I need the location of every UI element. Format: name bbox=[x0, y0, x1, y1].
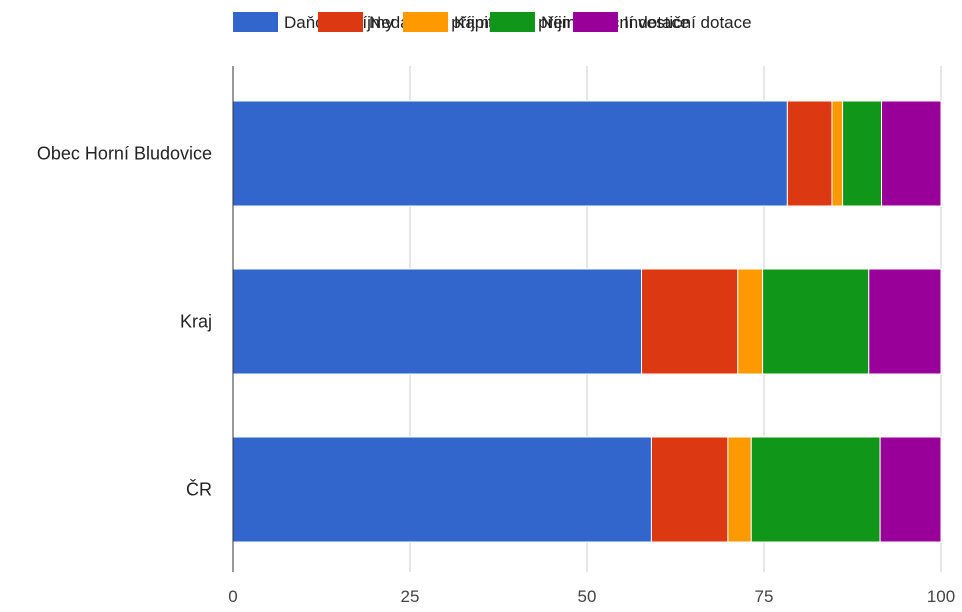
legend-label-4: Investiční dotace bbox=[624, 13, 752, 32]
legend-swatch-4 bbox=[573, 12, 618, 32]
bar-1-1[interactable] bbox=[641, 268, 739, 375]
category-label-1: Kraj bbox=[180, 312, 212, 332]
bar-0-3[interactable] bbox=[842, 100, 883, 207]
bar-1-2[interactable] bbox=[737, 268, 764, 375]
legend-swatch-1 bbox=[318, 12, 363, 32]
bar-2-3[interactable] bbox=[750, 436, 881, 543]
category-label-2: ČR bbox=[186, 479, 212, 500]
bar-2-4[interactable] bbox=[879, 436, 942, 543]
bar-2-2[interactable] bbox=[727, 436, 752, 543]
bar-0-4[interactable] bbox=[881, 100, 942, 207]
legend-swatch-3 bbox=[490, 12, 535, 32]
bar-1-0[interactable] bbox=[232, 268, 643, 375]
bars-layer bbox=[232, 100, 942, 543]
category-labels: Obec Horní Bludovice Kraj ČR bbox=[37, 144, 212, 500]
x-tick-label-0: 0 bbox=[228, 587, 237, 606]
legend-swatch-2 bbox=[403, 12, 448, 32]
x-tick-label-2: 50 bbox=[578, 587, 597, 606]
legend[interactable]: Daňové příjmyNedaňové příjmyKapitálové p… bbox=[233, 12, 752, 32]
x-tick-label-4: 100 bbox=[927, 587, 955, 606]
x-tick-labels: 0 25 50 75 100 bbox=[228, 587, 955, 606]
bar-2-0[interactable] bbox=[232, 436, 652, 543]
category-label-0: Obec Horní Bludovice bbox=[37, 144, 212, 164]
bar-0-1[interactable] bbox=[786, 100, 833, 207]
bar-0-2[interactable] bbox=[831, 100, 844, 207]
bar-1-3[interactable] bbox=[762, 268, 870, 375]
legend-swatch-0 bbox=[233, 12, 278, 32]
bar-2-1[interactable] bbox=[650, 436, 729, 543]
bar-0-0[interactable] bbox=[232, 100, 788, 207]
x-tick-label-1: 25 bbox=[401, 587, 420, 606]
bar-1-4[interactable] bbox=[868, 268, 942, 375]
x-tick-label-3: 75 bbox=[755, 587, 774, 606]
legend-item-4[interactable]: Investiční dotace bbox=[624, 13, 752, 32]
